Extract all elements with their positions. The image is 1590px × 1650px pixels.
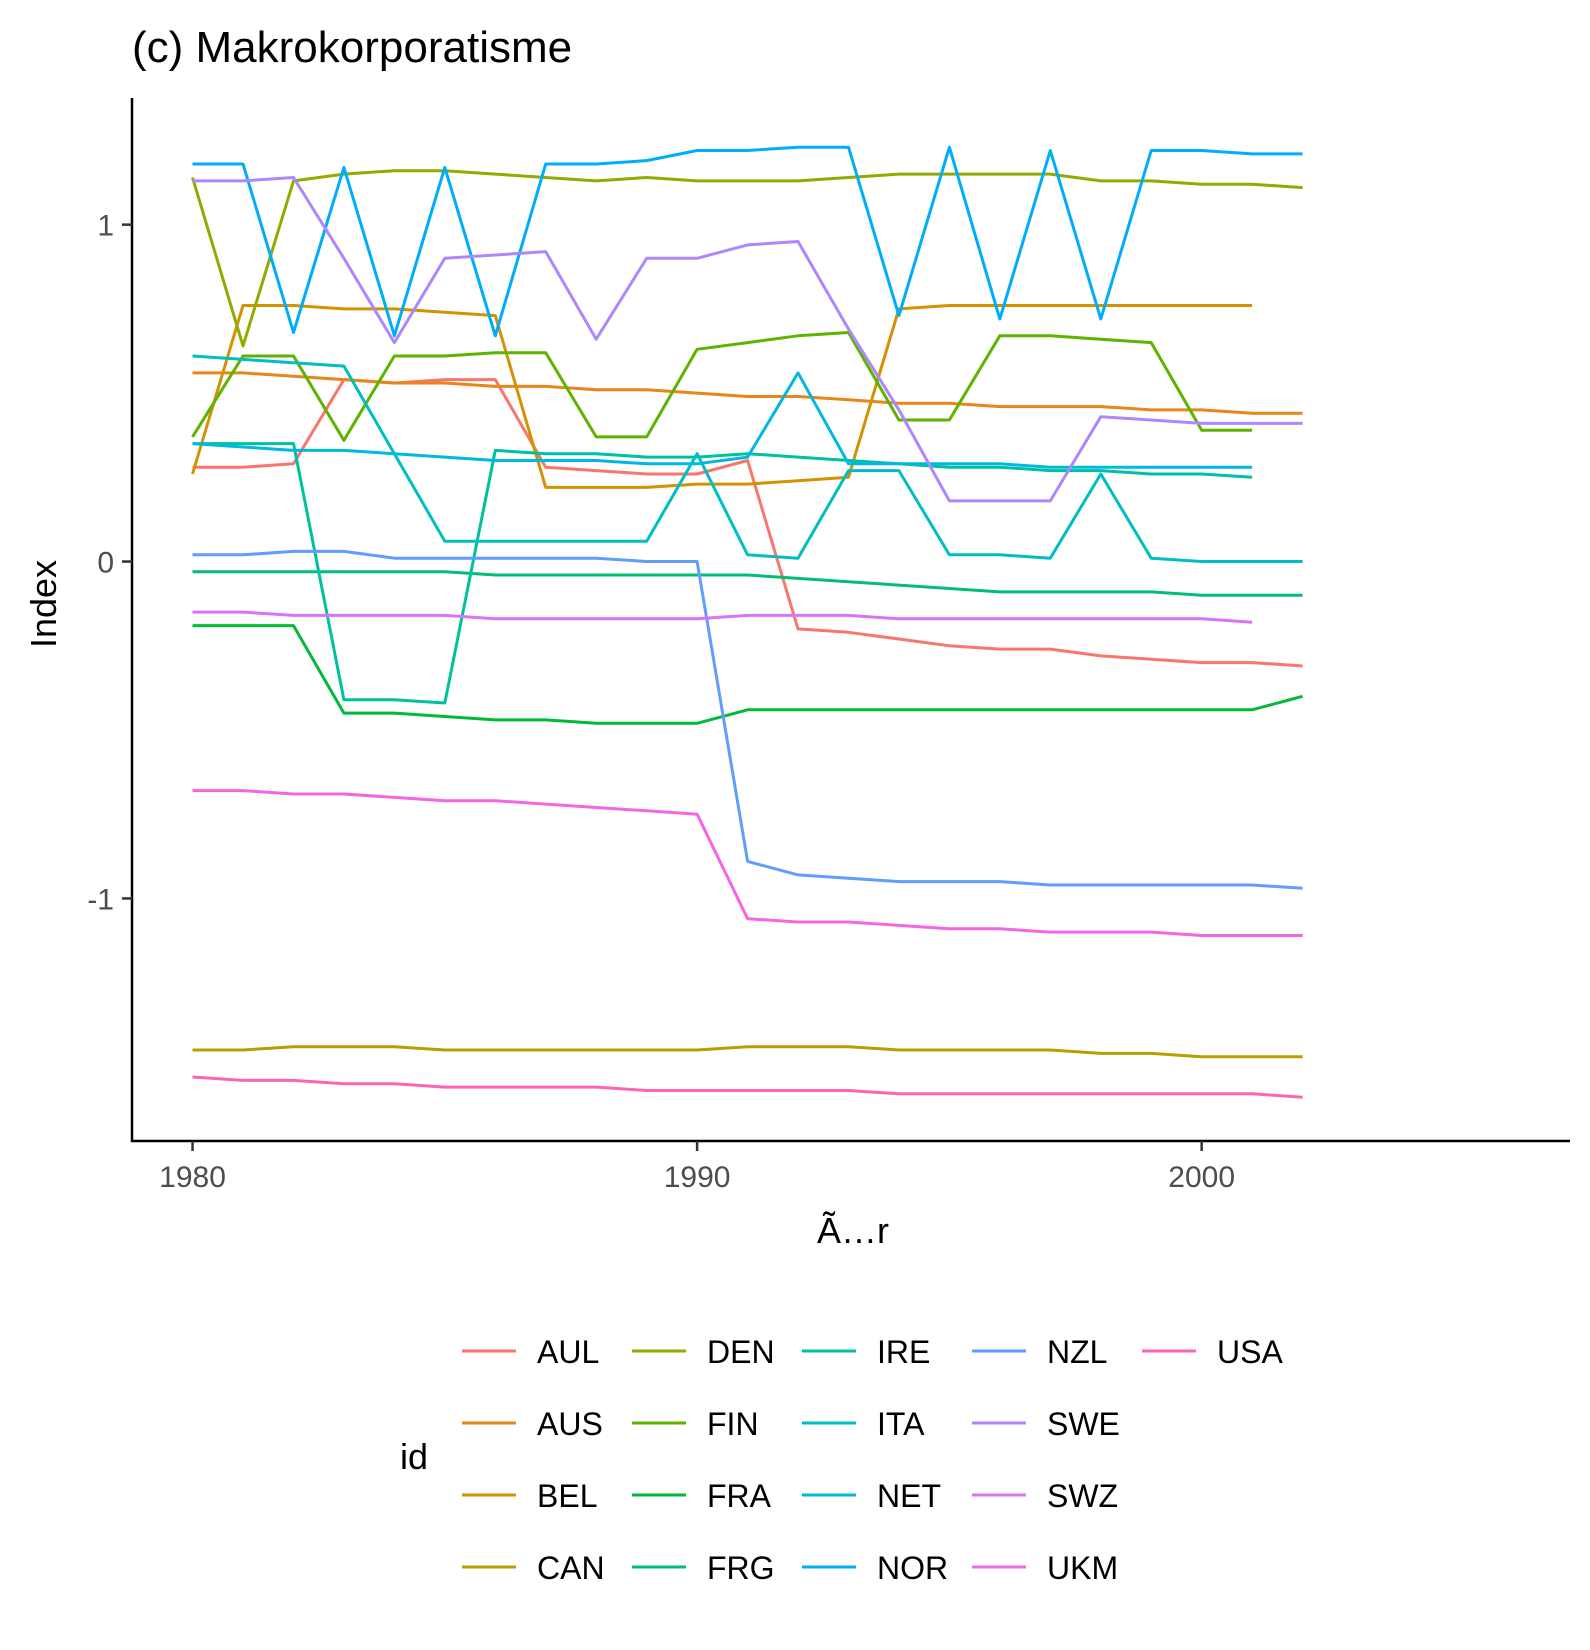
legend-item-fra: FRA <box>632 1478 772 1514</box>
x-tick-label: 1990 <box>664 1161 731 1194</box>
legend-label: CAN <box>537 1550 605 1586</box>
series-line-ukm <box>192 789 1303 937</box>
legend-item-bel: BEL <box>462 1478 597 1514</box>
series-line-net <box>192 371 1253 469</box>
legend-item-can: CAN <box>462 1550 605 1586</box>
legend-label: NZL <box>1047 1334 1107 1370</box>
legend-label: BEL <box>537 1478 597 1514</box>
legend-label: IRE <box>877 1334 930 1370</box>
legend-item-aus: AUS <box>462 1406 603 1442</box>
x-axis-title: Ã…r <box>817 1210 889 1251</box>
series-line-frg <box>192 570 1303 597</box>
legend-label: USA <box>1217 1334 1283 1370</box>
legend-label: DEN <box>707 1334 775 1370</box>
legend-label: FRA <box>707 1478 772 1514</box>
legend-label: NET <box>877 1478 941 1514</box>
legend-item-ire: IRE <box>802 1334 930 1370</box>
legend-item-ukm: UKM <box>972 1550 1118 1586</box>
legend-label: FIN <box>707 1406 759 1442</box>
chart-title: (c) Makrokorporatisme <box>132 23 572 72</box>
legend-item-ita: ITA <box>802 1406 925 1442</box>
legend: id AUL AUS BEL CAN DEN FIN FRA FRG IRE ITA NET NOR N… <box>400 1334 1283 1586</box>
series-line-usa <box>192 1075 1303 1099</box>
legend-item-swe: SWE <box>972 1406 1120 1442</box>
legend-item-den: DEN <box>632 1334 775 1370</box>
legend-label: SWZ <box>1047 1478 1118 1514</box>
x-tick-label: 1980 <box>159 1161 226 1194</box>
series-line-ita <box>192 354 1303 563</box>
series-line-ire <box>192 442 1253 705</box>
series-line-fra <box>192 624 1303 725</box>
series-line-fin <box>191 331 1253 442</box>
legend-item-aul: AUL <box>462 1334 599 1370</box>
legend-item-usa: USA <box>1142 1334 1283 1370</box>
y-tick-label: 1 <box>97 210 114 243</box>
x-tick-label: 2000 <box>1168 1161 1235 1194</box>
legend-label: SWE <box>1047 1406 1120 1442</box>
y-tick-label: 0 <box>97 547 114 580</box>
series-line-aul <box>192 378 1303 668</box>
axes: 1980 1990 2000 -1 0 1 <box>87 98 1570 1194</box>
legend-item-net: NET <box>802 1478 941 1514</box>
legend-item-nzl: NZL <box>972 1334 1107 1370</box>
series-line-swz <box>192 610 1253 624</box>
legend-title: id <box>400 1436 428 1477</box>
legend-label: UKM <box>1047 1550 1118 1586</box>
series-line-nor <box>192 145 1303 338</box>
y-axis-title: Index <box>23 560 64 648</box>
legend-label: AUS <box>537 1406 603 1442</box>
legend-label: ITA <box>877 1406 925 1442</box>
legend-item-nor: NOR <box>802 1550 948 1586</box>
legend-item-fin: FIN <box>632 1406 759 1442</box>
series-line-bel <box>191 304 1253 489</box>
series-line-can <box>192 1045 1303 1059</box>
series-line-nzl <box>192 549 1303 890</box>
series-line-den <box>191 169 1303 348</box>
legend-label: NOR <box>877 1550 948 1586</box>
plot-lines <box>191 145 1303 1099</box>
legend-item-swz: SWZ <box>972 1478 1118 1514</box>
series-line-swe <box>192 176 1303 503</box>
legend-item-frg: FRG <box>632 1550 775 1586</box>
y-tick-label: -1 <box>87 883 114 916</box>
legend-label: FRG <box>707 1550 775 1586</box>
axis-lines <box>130 98 1570 1143</box>
legend-label: AUL <box>537 1334 599 1370</box>
